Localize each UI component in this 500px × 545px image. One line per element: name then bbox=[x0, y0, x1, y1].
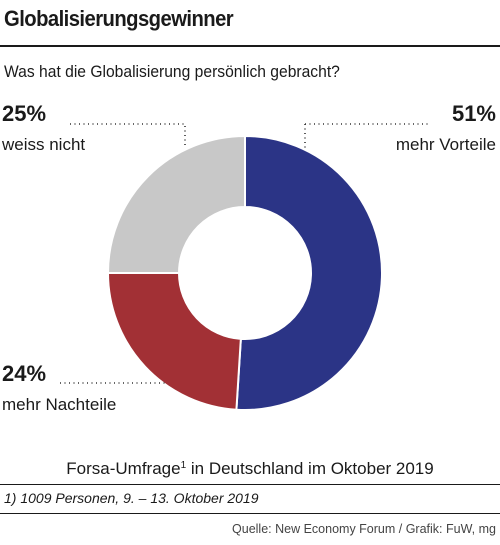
value-label-mehr-vorteile: 51% bbox=[452, 101, 496, 126]
chart-title: Globalisierungsgewinner bbox=[4, 6, 234, 31]
caption-text-rest: in Deutschland im Oktober 2019 bbox=[186, 459, 434, 478]
footnote: 1) 1009 Personen, 9. – 13. Oktober 2019 bbox=[4, 490, 259, 506]
chart-caption: Forsa-Umfrage1 in Deutschland im Oktober… bbox=[0, 459, 500, 479]
value-label-weiss-nicht: 25% bbox=[2, 101, 46, 126]
leader-line-weiss-nicht bbox=[70, 123, 186, 148]
value-label-mehr-nachteile: 24% bbox=[2, 361, 46, 386]
title-divider bbox=[0, 45, 500, 47]
chart-subtitle: Was hat die Globalisierung persönlich ge… bbox=[4, 62, 340, 81]
caption-text: Forsa-Umfrage bbox=[66, 459, 181, 478]
leader-line-mehr-vorteile bbox=[304, 123, 430, 148]
donut-slices bbox=[106, 134, 383, 411]
category-label-mehr-vorteile: mehr Vorteile bbox=[396, 135, 496, 154]
caption-divider bbox=[0, 484, 500, 485]
donut-slice-weiss-nicht bbox=[106, 134, 246, 274]
category-label-mehr-nachteile: mehr Nachteile bbox=[2, 395, 116, 414]
caption-footnote-marker: 1 bbox=[180, 460, 187, 471]
source-credit: Quelle: New Economy Forum / Grafik: FuW,… bbox=[232, 522, 496, 536]
donut-slice-mehr-nachteile bbox=[106, 272, 242, 411]
footnote-divider bbox=[0, 513, 500, 514]
category-label-weiss-nicht: weiss nicht bbox=[1, 135, 85, 154]
donut-slice-mehr-vorteile bbox=[235, 134, 383, 411]
